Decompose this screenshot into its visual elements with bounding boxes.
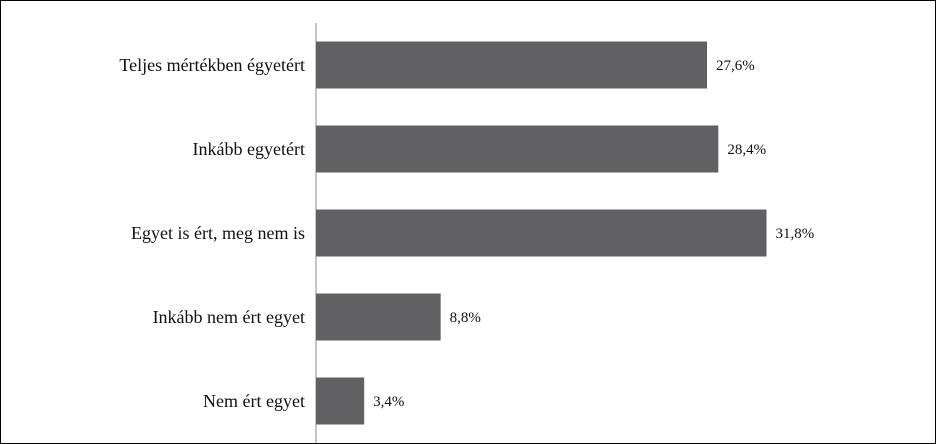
bar-5 (316, 377, 365, 425)
bar-1 (316, 41, 707, 89)
value-label-5: 3,4% (373, 394, 404, 410)
bar-2 (316, 125, 719, 173)
value-label-2: 28,4% (727, 142, 766, 158)
value-label-4: 8,8% (450, 310, 481, 326)
bar-4 (316, 293, 441, 341)
category-label-2: Inkább egyetért (193, 139, 305, 159)
category-label-1: Teljes mértékben égyetért (119, 55, 305, 75)
value-label-3: 31,8% (776, 226, 815, 242)
bar-3 (316, 209, 767, 257)
category-label-3: Egyet is ért, meg nem is (131, 223, 305, 243)
bars-group: Teljes mértékben égyetért 27,6% Inkább egy… (119, 41, 815, 425)
value-label-1: 27,6% (716, 58, 755, 74)
category-label-5: Nem ért egyet (203, 391, 305, 411)
category-label-4: Inkább nem ért egyet (153, 307, 305, 327)
